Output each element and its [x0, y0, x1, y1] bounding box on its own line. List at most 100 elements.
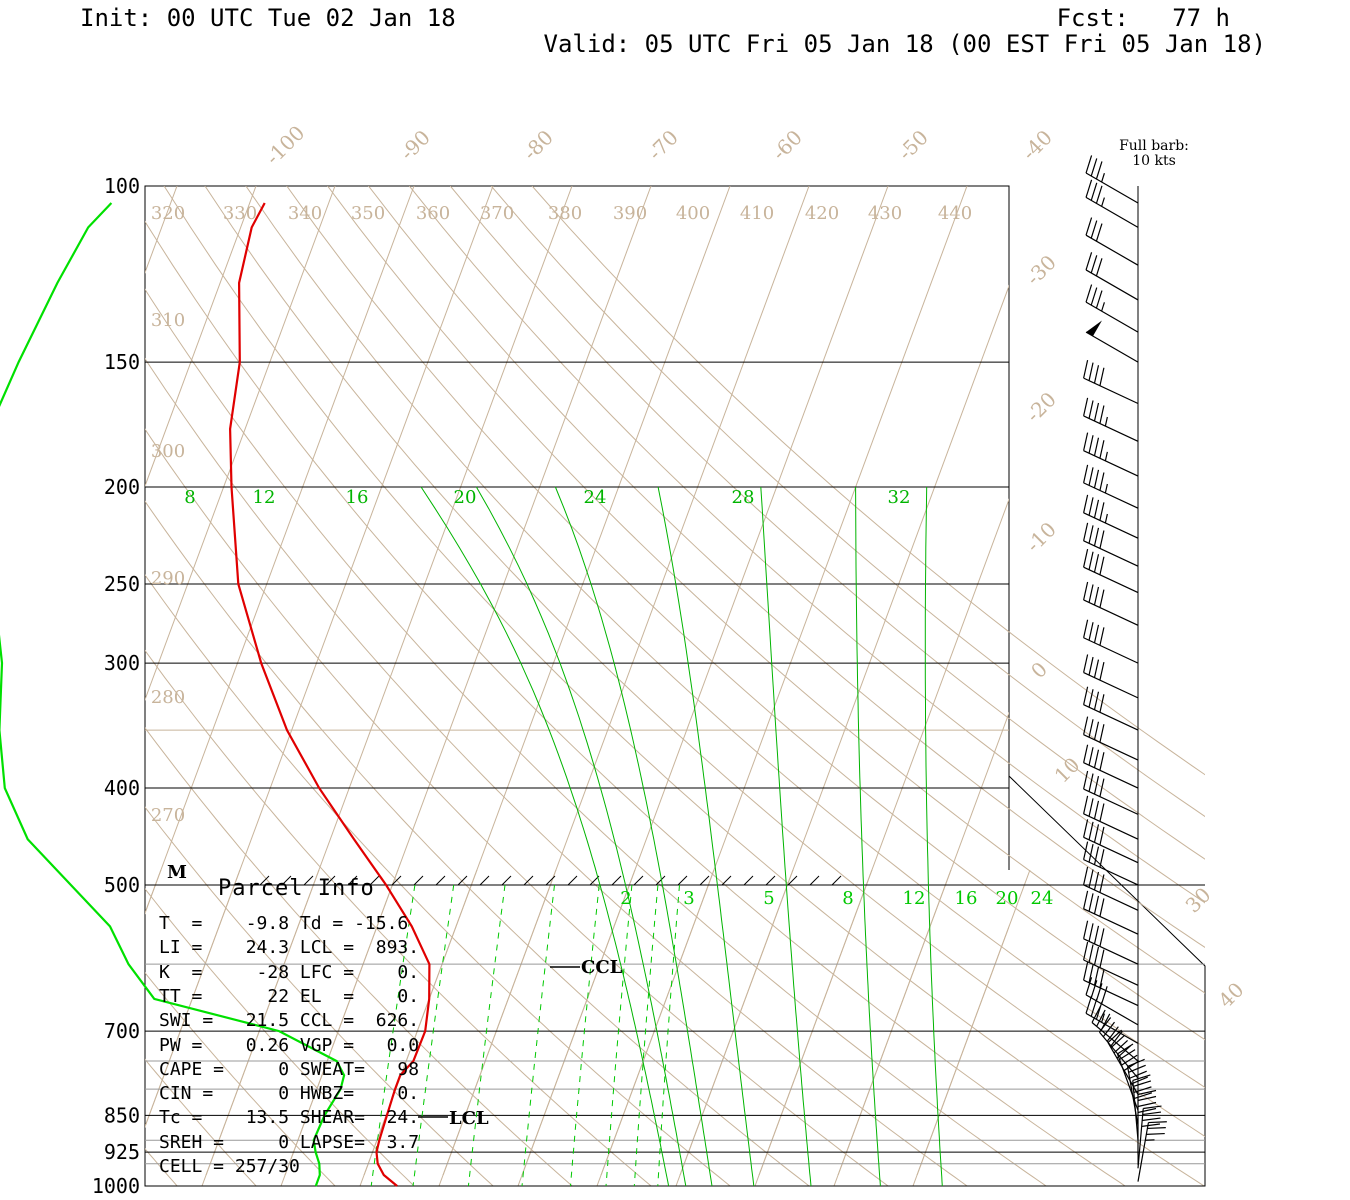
isotherm [833, 870, 952, 1186]
isotherm [675, 870, 794, 1186]
barb-full [1093, 967, 1100, 986]
moist-adiabat [924, 486, 943, 1186]
barb-full [1085, 252, 1093, 271]
wind-barb [1083, 941, 1139, 986]
barb-full [1119, 1049, 1136, 1061]
barb-full [1083, 770, 1089, 790]
wind-barb [1085, 977, 1139, 1026]
thetae-label: 12 [253, 487, 276, 508]
barb-full [1093, 946, 1100, 966]
wind-barb [1083, 581, 1139, 626]
barb-staff [1085, 269, 1139, 301]
isotherm [145, 870, 241, 1128]
barb-full [1099, 405, 1105, 424]
barb-staff [1083, 884, 1139, 911]
parcel-info-row: LI = 24.3 LCL = 893. [159, 937, 420, 959]
wind-barb [1083, 890, 1139, 935]
barb-full [1090, 182, 1098, 201]
barb-full [1095, 983, 1103, 1002]
barb-full [1099, 778, 1105, 797]
temperature-label: -100 [261, 121, 310, 170]
forecast-hour: Fcst: 77 h [1056, 4, 1230, 32]
barb-staff [1091, 1022, 1139, 1062]
barb-full [1093, 624, 1100, 643]
wind-barb [1083, 770, 1139, 815]
wind-barb [1085, 320, 1139, 363]
isotherm [145, 186, 415, 915]
temperature-label: -90 [395, 125, 435, 165]
barb-staff [1085, 331, 1139, 363]
wind-barb [1085, 284, 1139, 333]
isotherm [359, 870, 478, 1186]
barb-staff [1083, 512, 1139, 539]
isotherms-lower [0, 186, 1031, 1186]
isotherm [145, 186, 257, 488]
moist-adiabat [420, 486, 670, 1186]
barb-half [1101, 173, 1105, 183]
parcel-info-row: SWI = 21.5 CCL = 626. [159, 1010, 420, 1032]
wind-barb [1083, 549, 1139, 594]
barb-full [1083, 397, 1089, 417]
mixing-ratio-label: 20 [996, 888, 1019, 909]
barb-staff [1083, 637, 1139, 664]
dry-adiabat [327, 186, 1205, 994]
wind-barb [1083, 920, 1139, 965]
barb-full [1110, 1030, 1123, 1047]
wind-barb [1098, 1017, 1139, 1079]
barb-full [1088, 893, 1094, 912]
barb-full [1132, 1074, 1151, 1082]
temperature-label: -80 [518, 125, 558, 165]
isotherm [201, 870, 320, 1186]
barb-full [1099, 367, 1105, 386]
parcel-info-row: TT = 22 EL = 0. [159, 985, 420, 1007]
barb-full [1093, 437, 1100, 456]
barb-staff [1083, 959, 1139, 986]
wind-barb-layer [1083, 155, 1167, 1182]
barb-full [1137, 1095, 1157, 1102]
hash-mark [545, 875, 556, 886]
barb-staff [1083, 859, 1139, 886]
temperature-label: -10 [1021, 517, 1061, 557]
isotherm [754, 870, 873, 1186]
barb-full [1085, 155, 1093, 174]
barb-full [1141, 1123, 1161, 1128]
barb-staff [1085, 234, 1139, 266]
barb-full [1090, 255, 1098, 274]
barb-half [1104, 416, 1108, 427]
temperature-label: 30 [1181, 883, 1216, 918]
valid-time: Valid: 05 UTC Fri 05 Jan 18 (00 EST Fri … [543, 30, 1266, 58]
hash-mark [743, 875, 754, 886]
barb-full [1083, 941, 1089, 961]
barb-staff [1083, 762, 1139, 789]
barb-full [1088, 362, 1094, 381]
pressure-label: 300 [104, 651, 140, 675]
barb-staff [1098, 1031, 1139, 1079]
barb-full [1106, 1026, 1119, 1042]
wind-barb [1137, 1089, 1157, 1155]
isotherm [280, 870, 399, 1186]
wind-barb [1137, 1121, 1167, 1182]
barb-staff [1085, 172, 1139, 204]
barb-full [1085, 217, 1093, 236]
barb-full [1098, 1017, 1112, 1033]
mixing-ratio-label: 5 [763, 888, 774, 909]
barb-full [1095, 223, 1103, 242]
barb-staff [1085, 301, 1139, 333]
pressure-label: 700 [104, 1019, 140, 1043]
barb-staff [1083, 788, 1139, 815]
wind-barb [1083, 795, 1139, 840]
barb-full [1127, 1058, 1145, 1067]
isotherm [0, 186, 98, 1186]
barb-full [1099, 969, 1105, 988]
temperature-label: -20 [1021, 387, 1061, 427]
barb-full [1093, 721, 1100, 740]
barb-full [1083, 432, 1089, 451]
grid-layer [0, 185, 1206, 1187]
wind-barb [1083, 686, 1139, 731]
hash-mark [303, 875, 314, 886]
theta-label: 330 [223, 203, 257, 224]
barb-full [1088, 467, 1094, 486]
barb-full [1083, 654, 1089, 673]
wind-barb [1116, 1043, 1140, 1111]
barb-full [1099, 589, 1105, 608]
